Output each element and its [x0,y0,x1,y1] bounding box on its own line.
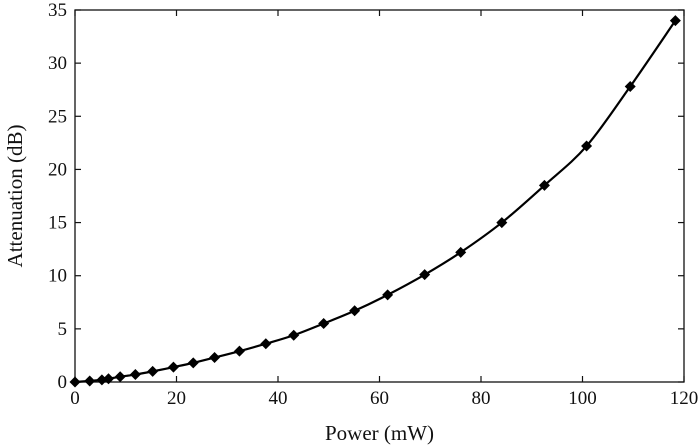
data-point [233,345,245,357]
data-point [114,371,126,383]
data-point [69,376,81,388]
data-point [669,15,681,27]
data-point [167,361,179,373]
y-tick-label: 5 [58,319,68,340]
x-tick-label: 20 [167,388,186,409]
tick-labels: 0 20 40 60 80 100 120 0 5 10 15 20 25 30 35 [48,0,698,409]
x-tick-label: 0 [70,388,80,409]
data-point [538,179,550,191]
data-point [209,352,221,364]
data-point [318,318,330,330]
y-tick-label: 0 [58,372,68,393]
x-tick-label: 80 [472,388,491,409]
y-tick-label: 30 [48,53,67,74]
x-tick-label: 120 [670,388,699,409]
data-point [419,269,431,281]
plot-frame [74,9,685,383]
data-point [129,369,141,381]
y-tick-label: 20 [48,159,67,180]
data-point [103,373,114,385]
data-point [147,365,159,377]
x-tick-label: 100 [568,388,597,409]
data-point [382,289,394,301]
y-tick-label: 25 [48,106,67,127]
data-point [187,357,199,369]
y-tick-label: 15 [48,213,67,234]
data-point [455,246,467,258]
tick-marks [74,9,685,383]
data-point [624,81,636,93]
data-point [349,305,361,317]
data-point [581,140,593,152]
axes [74,9,685,383]
y-axis-title: Attenuation (dB) [3,125,27,268]
x-tick-label: 60 [370,388,389,409]
y-tick-label: 35 [48,0,67,21]
data-series [69,15,681,388]
y-tick-label: 10 [48,266,67,287]
data-point [288,329,300,341]
data-point [96,374,108,386]
x-tick-label: 40 [269,388,288,409]
data-point [84,375,96,387]
series-line [74,20,677,384]
x-axis-title: Power (mW) [325,421,434,445]
data-point [260,338,272,350]
data-point [496,217,508,229]
